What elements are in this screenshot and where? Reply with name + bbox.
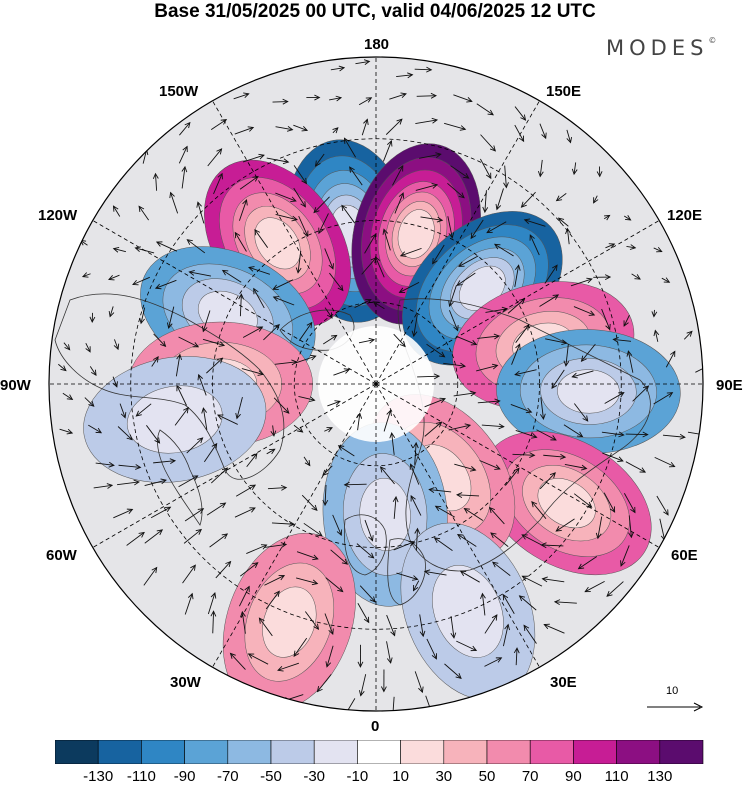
colorbar-tick-label: -130: [83, 768, 113, 785]
colorbar-swatch: [487, 740, 530, 764]
vector-scale-label: 10: [666, 685, 678, 697]
colorbar-swatch: [271, 740, 314, 764]
lon-label-30e: 30E: [550, 674, 577, 691]
colorbar-swatch: [660, 740, 703, 764]
lon-label-30w: 30W: [170, 674, 201, 691]
colorbar-tick-label: 30: [435, 768, 452, 785]
colorbar: [55, 740, 705, 764]
lon-label-120e: 120E: [667, 207, 702, 224]
lon-label-60w: 60W: [46, 547, 77, 564]
colorbar-swatch: [55, 740, 98, 764]
colorbar-tick-label: -110: [127, 768, 156, 785]
lon-label-150w: 150W: [159, 83, 198, 100]
colorbar-swatch: [530, 740, 573, 764]
colorbar-tick-label: 50: [479, 768, 496, 785]
colorbar-swatch: [185, 740, 228, 764]
colorbar-tick-label: 110: [605, 768, 629, 785]
lon-label-60e: 60E: [671, 547, 698, 564]
lon-label-90w: 90W: [0, 377, 31, 394]
colorbar-tick-label: -30: [303, 768, 325, 785]
colorbar-tick-label: 70: [522, 768, 539, 785]
colorbar-swatch: [617, 740, 660, 764]
lon-label-120w: 120W: [38, 207, 77, 224]
colorbar-swatch: [401, 740, 444, 764]
colorbar-swatch: [98, 740, 141, 764]
lon-label-0: 0: [371, 718, 379, 735]
colorbar-tick-label: 10: [392, 768, 409, 785]
colorbar-tick-label: 130: [647, 768, 672, 785]
colorbar-tick-label: -90: [174, 768, 196, 785]
colorbar-tick-label: -50: [260, 768, 282, 785]
colorbar-tick-label: 90: [565, 768, 582, 785]
colorbar-tick-label: -10: [347, 768, 369, 785]
lon-label-90e: 90E: [716, 377, 743, 394]
colorbar-swatch: [357, 740, 400, 764]
colorbar-swatch: [314, 740, 357, 764]
colorbar-swatch: [228, 740, 271, 764]
colorbar-tick-label: -70: [217, 768, 239, 785]
colorbar-swatch: [444, 740, 487, 764]
colorbar-swatch: [141, 740, 184, 764]
colorbar-swatch: [573, 740, 616, 764]
lon-label-150e: 150E: [546, 83, 581, 100]
lon-label-180: 180: [364, 36, 389, 53]
vector-scale-arrow: [646, 700, 706, 714]
